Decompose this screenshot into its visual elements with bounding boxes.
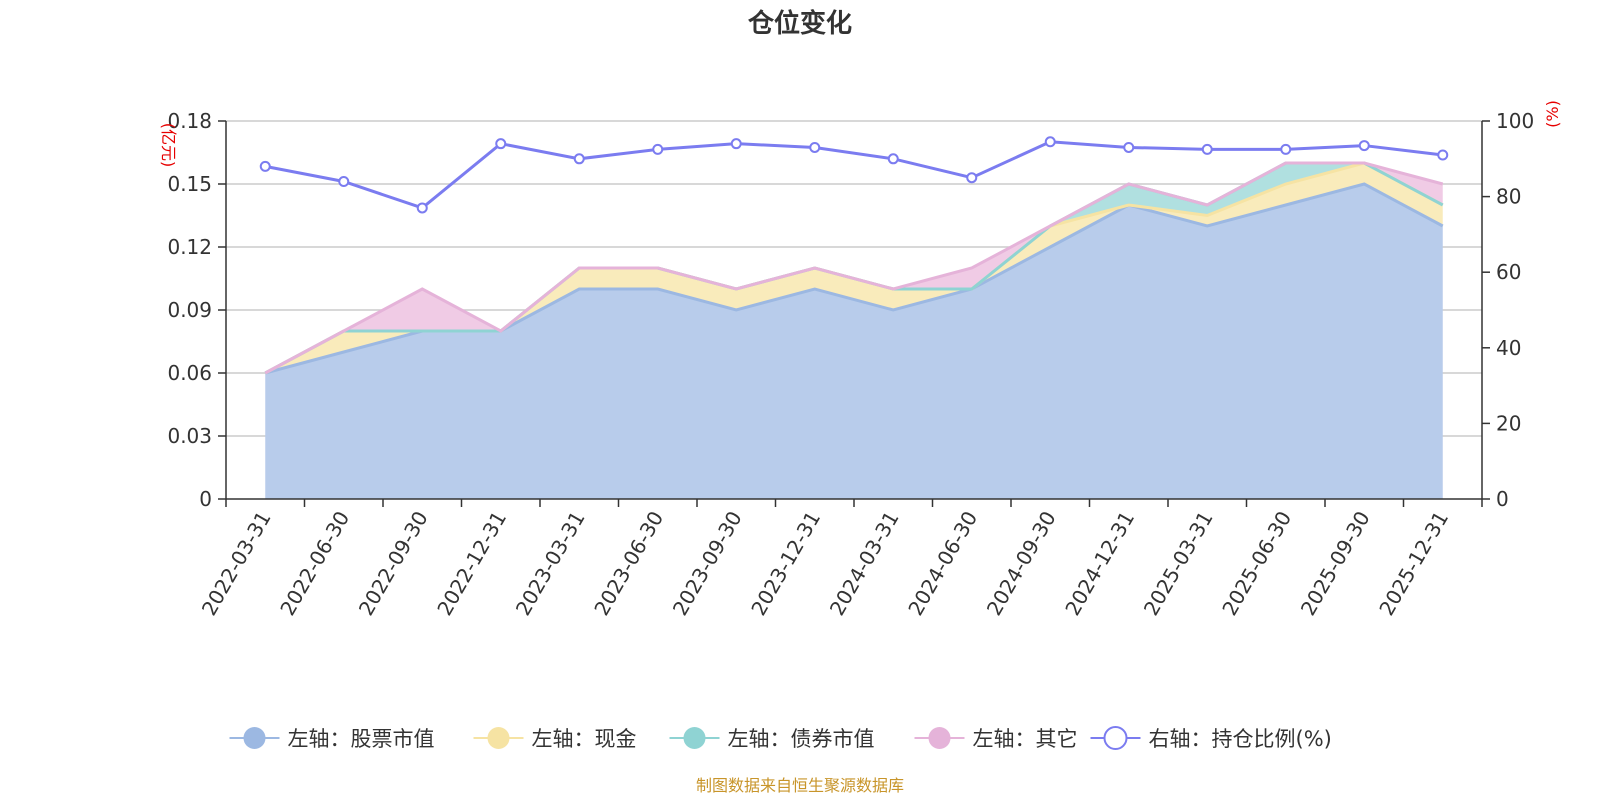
- left-tick-label: 0.03: [167, 424, 212, 448]
- legend-marker: [1103, 726, 1128, 750]
- left-tick-label: 0.18: [167, 109, 212, 133]
- ratio-point: [730, 138, 742, 150]
- chart-title: 仓位变化: [747, 8, 852, 39]
- ratio-point: [1358, 140, 1370, 152]
- right-tick-label: 40: [1496, 336, 1521, 360]
- x-tick-label: 2022-09-30: [354, 507, 433, 620]
- area-line: [264, 161, 1444, 375]
- legend-marker: [683, 727, 706, 749]
- x-tick-label: 2025-09-30: [1296, 507, 1375, 620]
- legend-marker: [487, 727, 510, 749]
- ratio-point: [1123, 141, 1135, 153]
- ratio-point: [1044, 136, 1056, 148]
- ratio-point: [259, 160, 271, 172]
- ratio-point: [495, 138, 507, 150]
- left-tick-label: 0: [199, 487, 212, 511]
- x-tick-label: 2022-03-31: [197, 507, 276, 620]
- x-tick-label: 2025-03-31: [1139, 507, 1218, 620]
- ratio-series-line: [264, 140, 1443, 210]
- stacked-areas: [264, 161, 1444, 499]
- footer-source: 制图数据来自恒生聚源数据库: [696, 776, 904, 795]
- ratio-point: [966, 172, 978, 184]
- x-tick-label: 2024-06-30: [903, 507, 982, 620]
- right-tick-label: 60: [1496, 260, 1521, 284]
- ratio-line: [259, 136, 1449, 214]
- right-axis-unit: (%): [1543, 100, 1562, 128]
- ratio-point: [1437, 149, 1449, 161]
- left-tick-label: 0.06: [167, 361, 212, 385]
- left-tick-label: 0.09: [167, 298, 212, 322]
- x-tick-label: 2023-09-30: [668, 507, 747, 620]
- legend-label: 右轴：持仓比例(%): [1149, 727, 1332, 751]
- ratio-point: [652, 143, 664, 155]
- legend-label: 左轴：其它: [973, 727, 1078, 751]
- legend-marker: [243, 727, 266, 749]
- legend-label: 左轴：债券市值: [728, 727, 875, 751]
- ratio-point: [809, 141, 821, 153]
- ratio-point: [338, 175, 350, 187]
- x-tick-label: 2025-12-31: [1374, 507, 1453, 620]
- legend-label: 左轴：现金: [532, 727, 637, 751]
- left-tick-label: 0.15: [167, 172, 212, 196]
- area-fill: [265, 163, 1443, 373]
- right-tick-label: 80: [1496, 185, 1521, 209]
- right-tick-label: 0: [1496, 487, 1509, 511]
- right-tick-label: 20: [1496, 411, 1521, 435]
- x-tick-label: 2023-06-30: [589, 507, 668, 620]
- area-fill: [265, 184, 1443, 499]
- ratio-point: [1280, 143, 1292, 155]
- right-tick-label: 100: [1496, 109, 1534, 133]
- x-tick-label: 2023-12-31: [746, 507, 825, 620]
- x-tick-label: 2025-06-30: [1217, 507, 1296, 620]
- legend-marker: [928, 727, 951, 749]
- x-tick-label: 2022-06-30: [275, 507, 354, 620]
- x-tick-label: 2023-03-31: [511, 507, 590, 620]
- x-tick-label: 2024-09-30: [982, 507, 1061, 620]
- ratio-point: [1201, 143, 1213, 155]
- ratio-point: [416, 202, 428, 214]
- legend: 左轴：股票市值 左轴：现金 左轴：债券市值 左轴：其它 右轴：持仓比例(%): [229, 726, 1332, 751]
- left-axis-unit: (亿元): [159, 123, 178, 168]
- x-tick-label: 2024-03-31: [825, 507, 904, 620]
- legend-label: 左轴：股票市值: [288, 727, 435, 751]
- ratio-point: [573, 153, 585, 165]
- x-tick-label: 2024-12-31: [1060, 507, 1139, 620]
- left-tick-label: 0.12: [167, 235, 212, 259]
- ratio-point: [887, 153, 899, 165]
- x-tick-label: 2022-12-31: [432, 507, 511, 620]
